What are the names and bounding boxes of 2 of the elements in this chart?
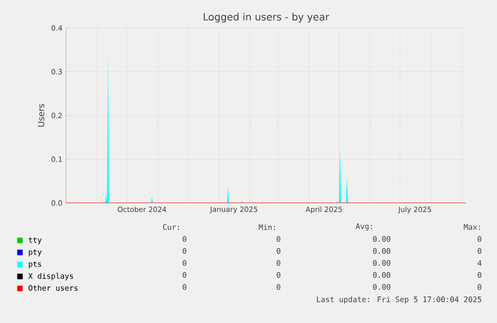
chart-title: Logged in users - by year (204, 12, 330, 23)
y-axis-title: Users (38, 104, 44, 127)
